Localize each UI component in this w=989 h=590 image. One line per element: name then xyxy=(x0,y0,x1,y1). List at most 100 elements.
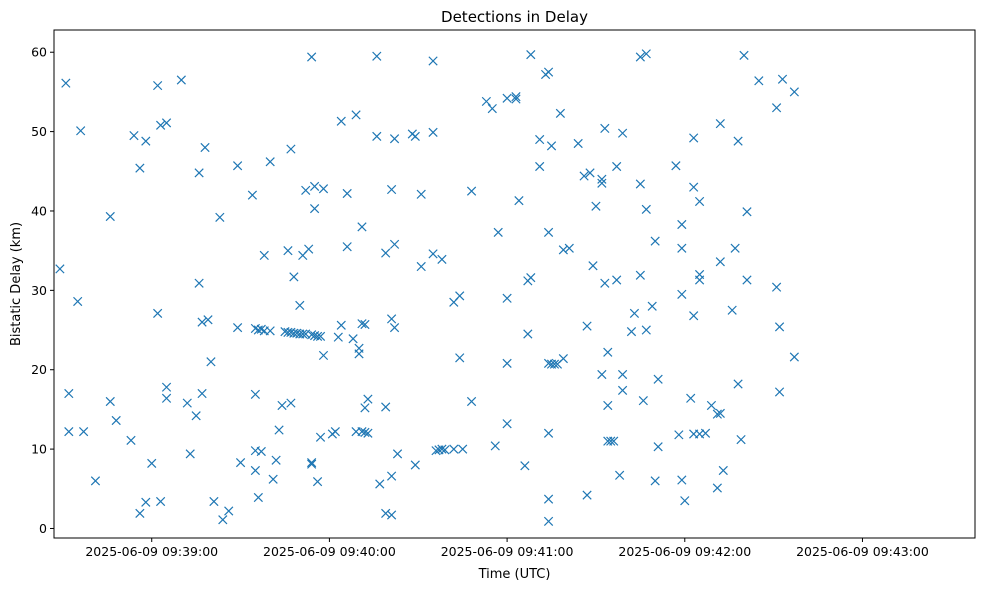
data-point xyxy=(90,476,101,486)
data-point xyxy=(161,382,172,392)
data-point xyxy=(635,270,645,280)
data-point xyxy=(742,275,752,285)
data-point xyxy=(357,319,367,329)
data-point xyxy=(250,465,261,476)
data-point xyxy=(224,506,234,516)
data-point xyxy=(259,250,269,261)
data-point xyxy=(360,403,370,413)
data-point xyxy=(677,475,687,485)
data-point xyxy=(232,323,243,333)
data-point xyxy=(718,465,728,476)
data-point xyxy=(617,128,628,138)
data-point xyxy=(386,314,397,324)
data-point xyxy=(301,185,311,195)
data-point xyxy=(677,219,687,230)
data-point xyxy=(312,477,323,487)
data-point xyxy=(410,460,420,470)
data-point xyxy=(206,357,216,367)
data-point xyxy=(564,243,574,253)
data-point xyxy=(295,300,305,311)
data-point xyxy=(386,184,397,195)
data-point xyxy=(161,118,172,128)
data-point xyxy=(591,201,601,211)
data-point xyxy=(635,52,645,62)
y-tick-label: 40 xyxy=(31,203,47,218)
data-point xyxy=(336,116,346,126)
y-axis-ticks: 0 10 20 30 40 50 60 xyxy=(31,45,54,536)
data-point xyxy=(416,261,426,272)
data-point xyxy=(600,123,610,134)
chart-title: Detections in Delay xyxy=(441,8,588,26)
data-point xyxy=(588,261,598,271)
data-point xyxy=(526,49,536,60)
data-point xyxy=(455,353,465,363)
data-point xyxy=(612,275,622,285)
data-point xyxy=(771,103,782,113)
data-point xyxy=(129,130,139,141)
data-point xyxy=(609,436,619,446)
data-point xyxy=(147,458,157,469)
data-point xyxy=(78,427,89,437)
data-point xyxy=(105,396,115,407)
y-tick-label: 50 xyxy=(31,124,47,139)
data-point xyxy=(789,87,799,97)
data-point xyxy=(582,490,592,500)
data-point xyxy=(647,301,657,311)
data-point xyxy=(135,508,145,519)
data-point xyxy=(268,474,278,484)
data-point xyxy=(733,379,743,389)
data-point xyxy=(677,243,687,253)
data-point xyxy=(742,207,752,217)
data-point xyxy=(203,315,213,325)
data-point xyxy=(235,457,246,468)
data-point xyxy=(615,470,625,480)
data-point xyxy=(307,459,317,469)
data-point xyxy=(197,317,207,327)
data-point xyxy=(680,496,690,506)
data-point xyxy=(653,374,663,384)
data-point xyxy=(389,239,400,249)
data-point xyxy=(298,329,308,339)
data-point xyxy=(549,359,560,369)
data-point xyxy=(440,445,450,455)
data-point xyxy=(543,494,554,504)
data-point xyxy=(774,387,785,397)
x-tick-label: 2025-06-09 09:41:00 xyxy=(441,544,574,559)
x-axis-ticks: 2025-06-09 09:39:00 2025-06-09 09:40:00 20… xyxy=(85,538,929,559)
data-point xyxy=(289,272,299,282)
data-point xyxy=(111,415,121,426)
data-point xyxy=(686,393,696,403)
data-point xyxy=(689,311,699,321)
data-point xyxy=(449,444,459,454)
data-point xyxy=(617,369,628,380)
data-point xyxy=(715,119,725,129)
data-point xyxy=(428,56,438,66)
data-point xyxy=(389,323,400,333)
data-point xyxy=(739,50,749,61)
data-point xyxy=(197,388,207,399)
data-point xyxy=(674,430,684,440)
data-point xyxy=(585,168,595,178)
data-point xyxy=(392,449,403,459)
data-point xyxy=(76,126,86,136)
y-tick-label: 10 xyxy=(31,442,47,457)
data-point xyxy=(671,161,681,171)
data-point xyxy=(185,449,195,459)
data-point xyxy=(650,476,660,486)
data-point xyxy=(360,319,370,330)
plot-area xyxy=(53,29,976,539)
data-point xyxy=(543,428,554,438)
data-point xyxy=(789,352,799,362)
data-point xyxy=(689,133,699,143)
data-point xyxy=(105,211,115,222)
data-point xyxy=(431,446,441,456)
data-point xyxy=(502,358,512,368)
data-point xyxy=(706,400,717,411)
data-point xyxy=(153,308,163,318)
data-point xyxy=(573,138,583,149)
data-point xyxy=(694,275,705,285)
data-point xyxy=(558,245,568,255)
data-point xyxy=(307,457,317,468)
data-point xyxy=(502,293,512,303)
